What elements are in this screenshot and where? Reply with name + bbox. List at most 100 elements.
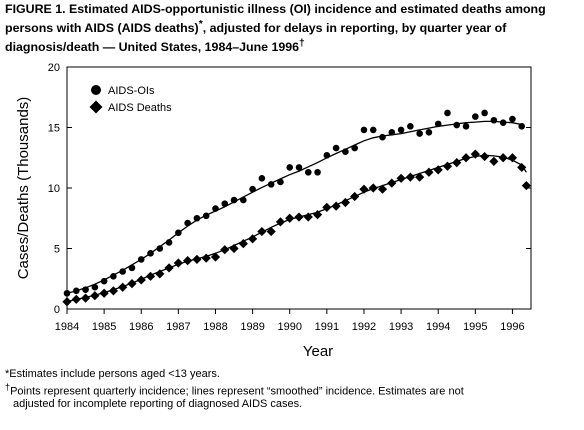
aids-oi-point (212, 205, 219, 212)
aids-death-point (489, 156, 499, 166)
aids-death-point (145, 271, 156, 281)
aids-oi-point (388, 129, 396, 136)
y-tick-label: 20 (48, 62, 60, 74)
aids-oi-point (267, 181, 275, 188)
aids-oi-point (184, 219, 191, 227)
x-tick-label: 1992 (352, 321, 376, 333)
aids-oi-point (499, 119, 507, 126)
aids-death-point (90, 291, 100, 301)
x-tick-label: 1988 (203, 321, 227, 333)
footnote-2-line-1: Points represent quarterly incidence; li… (10, 385, 464, 398)
aids-death-point (377, 184, 388, 194)
legend-label: AIDS-OIs (108, 85, 155, 97)
aids-oi-point (249, 185, 256, 193)
aids-oi-point (314, 168, 321, 176)
aids-death-point (452, 157, 462, 168)
aids-oi-point (360, 126, 368, 134)
figure-title-mark-1: * (198, 19, 203, 30)
aids-death-point (183, 256, 193, 266)
aids-oi-point (72, 287, 80, 295)
aids-oi-point (100, 277, 108, 285)
x-tick-label: 1989 (240, 321, 264, 333)
aids-oi-point (202, 212, 210, 220)
aids-oi-point (277, 178, 284, 186)
aids-death-point (480, 151, 490, 162)
aids-oi-point (147, 250, 154, 257)
aids-death-point (387, 178, 397, 188)
aids-oi-point (156, 245, 164, 252)
x-tick-label: 1984 (55, 321, 79, 333)
y-tick-label: 15 (48, 123, 60, 135)
aids-oi-point (323, 152, 331, 159)
aids-oi-point (342, 148, 349, 155)
aids-death-point (136, 275, 146, 285)
x-tick-label: 1996 (500, 321, 524, 333)
legend-marker-aids-oi (91, 85, 101, 95)
aids-death-point (322, 202, 332, 212)
legend: AIDS-OIs AIDS Deaths (89, 85, 172, 114)
aids-oi-point (444, 109, 451, 117)
footnotes: *Estimates include persons aged <13 year… (5, 368, 580, 410)
aids-death-point (238, 239, 248, 249)
aids-death-point (433, 165, 443, 175)
aids-death-point (285, 213, 295, 223)
aids-oi-point (119, 268, 126, 275)
footnote-2-continuation: adjusted for incomplete reporting of dia… (13, 397, 303, 410)
y-tick-label: 0 (54, 304, 60, 316)
aids-oi-point (379, 133, 386, 141)
aids-death-point (396, 173, 406, 183)
aids-death-point (470, 149, 480, 159)
footnote-2: †Points represent quarterly incidence; l… (5, 381, 580, 398)
aids-oi-point (462, 122, 470, 130)
aids-death-point (266, 226, 276, 237)
aids-death-point (173, 258, 183, 268)
x-tick-label: 1991 (315, 321, 339, 333)
smoothed-lines (66, 120, 527, 303)
aids-oi-point (63, 289, 71, 297)
aids-oi-point (193, 214, 201, 222)
aids-oi-point (175, 229, 182, 237)
aids-death-point (424, 167, 434, 177)
figure-title-main: FIGURE 1. Estimated AIDS-opportunistic i… (5, 2, 546, 36)
aids-death-point (248, 234, 258, 244)
aids-oi-point (369, 126, 377, 134)
aids-death-point (312, 210, 323, 220)
x-tick-label: 1994 (426, 321, 450, 333)
aids-death-point (405, 172, 415, 182)
x-tick-label: 1993 (389, 321, 413, 333)
figure-title-rest: , adjusted for delays in reporting, by q… (5, 21, 507, 55)
data-markers (62, 109, 531, 307)
aids-death-point (350, 191, 360, 202)
y-tick-label: 5 (54, 244, 60, 256)
aids-death-point (155, 269, 165, 279)
aids-oi-point (490, 116, 498, 124)
aids-oi-point (407, 122, 414, 130)
aids-oi-point (240, 196, 247, 204)
aids-death-point (229, 243, 239, 254)
aids-death-point (368, 183, 378, 193)
aids-death-point (415, 172, 425, 182)
legend-marker-aids-death (89, 100, 103, 114)
figure-title: FIGURE 1. Estimated AIDS-opportunistic i… (5, 2, 580, 55)
aids-oi-point (295, 164, 303, 171)
aids-death-point (517, 162, 527, 173)
aids-death-point (118, 282, 128, 292)
x-axis-ticks: 1984 1985 1986 1987 1988 1989 1990 1991 1992 1993… (55, 309, 525, 333)
aids-death-point (99, 288, 109, 298)
aids-death-point (303, 212, 313, 222)
aids-death-point (359, 184, 369, 194)
footnote-1: *Estimates include persons aged <13 year… (5, 368, 220, 380)
aids-oi-point (481, 109, 488, 117)
aids-death-smoothed-line (66, 154, 527, 303)
aids-oi-point (91, 283, 99, 291)
aids-death-point (108, 286, 118, 296)
aids-death-point (164, 263, 174, 273)
aids-oi-point (110, 273, 117, 280)
y-axis-title: Cases/Deaths (Thousands) (15, 97, 32, 280)
aids-death-point (80, 293, 91, 303)
aids-death-point (498, 153, 508, 163)
aids-death-point (127, 278, 137, 289)
aids-death-point (62, 297, 72, 307)
aids-oi-point (304, 168, 312, 176)
